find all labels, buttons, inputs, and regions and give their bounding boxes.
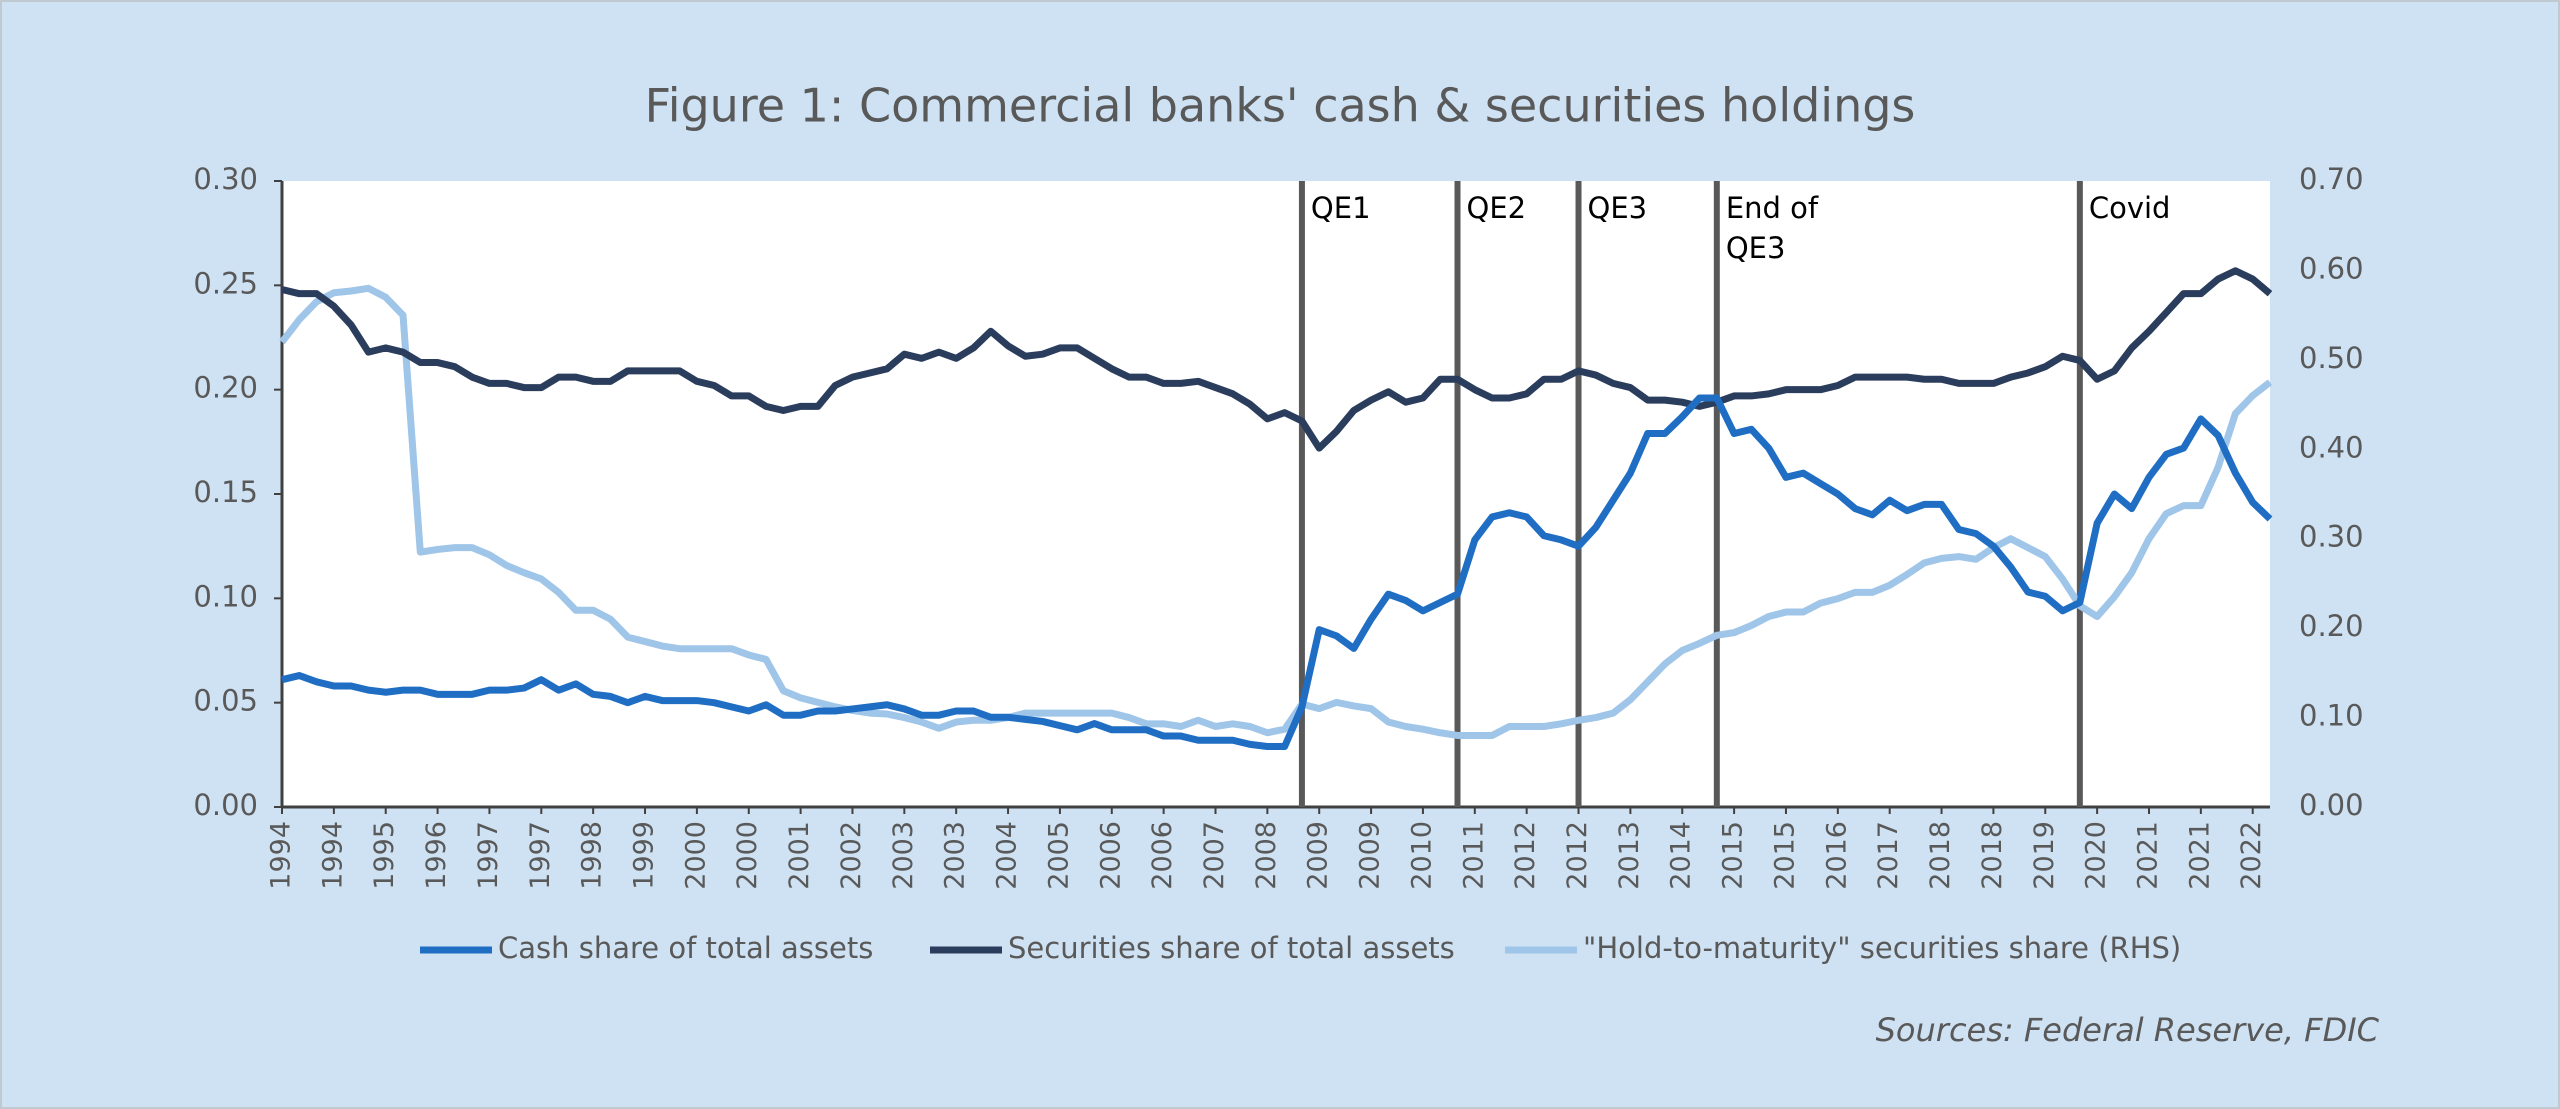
y2-tick-label: 0.40	[2299, 430, 2364, 464]
x-tick-label: 2022	[2236, 821, 2267, 890]
x-tick-label: 2012	[1562, 821, 1593, 890]
y2-tick-label: 0.70	[2299, 162, 2364, 196]
x-tick-label: 2003	[940, 821, 971, 890]
source-note: Sources: Federal Reserve, FDIC	[1876, 1011, 2380, 1049]
y2-tick-label: 0.50	[2299, 341, 2364, 375]
x-tick-label: 2014	[1666, 821, 1697, 890]
x-tick-label: 2009	[1303, 821, 1334, 890]
x-tick-label: 1995	[369, 821, 400, 890]
x-tick-label: 2021	[2184, 821, 2215, 890]
y2-tick-label: 0.10	[2299, 699, 2364, 733]
x-tick-label: 2011	[1458, 821, 1489, 890]
x-tick-label: 2013	[1614, 821, 1645, 890]
x-tick-label: 2012	[1510, 821, 1541, 890]
event-label: Covid	[2089, 191, 2171, 225]
event-label: QE2	[1467, 191, 1527, 225]
y-tick-label: 0.20	[193, 371, 258, 405]
x-tick-label: 2003	[888, 821, 919, 890]
event-label: End of	[1726, 191, 1819, 225]
event-label: QE3	[1588, 191, 1648, 225]
x-tick-label: 2002	[836, 821, 867, 890]
legend-label: "Hold-to-maturity" securities share (RHS…	[1583, 931, 2181, 965]
x-tick-label: 2015	[1718, 821, 1749, 890]
x-tick-label: 1998	[577, 821, 608, 890]
x-tick-label: 2015	[1769, 821, 1800, 890]
x-tick-label: 1997	[525, 821, 556, 890]
chart-title: Figure 1: Commercial banks' cash & secur…	[645, 79, 1916, 133]
x-tick-label: 2020	[2081, 821, 2112, 890]
event-label: QE3	[1726, 231, 1786, 265]
y2-tick-label: 0.30	[2299, 520, 2364, 554]
series-line	[279, 284, 2273, 739]
y2-tick-label: 0.20	[2299, 609, 2364, 643]
x-tick-label: 1997	[473, 821, 504, 890]
x-tick-label: 2004	[992, 821, 1023, 890]
x-tick-label: 1994	[317, 821, 348, 890]
y-tick-label: 0.25	[193, 266, 258, 300]
x-tick-label: 2016	[1821, 821, 1852, 890]
event-label: QE1	[1311, 191, 1371, 225]
x-tick-label: 2000	[680, 821, 711, 890]
x-tick-label: 2006	[1147, 821, 1178, 890]
x-tick-label: 2021	[2132, 821, 2163, 890]
x-tick-label: 2010	[1406, 821, 1437, 890]
y-tick-label: 0.00	[193, 788, 258, 822]
y2-tick-label: 0.60	[2299, 251, 2364, 285]
x-tick-label: 2018	[1925, 821, 1956, 890]
x-tick-label: 2008	[1251, 821, 1282, 890]
legend-label: Securities share of total assets	[1008, 931, 1455, 965]
series-line	[281, 267, 2273, 452]
x-tick-label: 2000	[732, 821, 763, 890]
x-tick-label: 2017	[1873, 821, 1904, 890]
x-tick-label: 1994	[266, 821, 297, 890]
x-tick-label: 2006	[1095, 821, 1126, 890]
y-tick-label: 0.05	[193, 684, 258, 718]
y-tick-label: 0.15	[193, 475, 258, 509]
x-tick-label: 2001	[784, 821, 815, 890]
y-tick-label: 0.10	[193, 579, 258, 613]
y-tick-label: 0.30	[193, 162, 258, 196]
x-tick-label: 2019	[2029, 821, 2060, 890]
x-tick-label: 2018	[1977, 821, 2008, 890]
legend-label: Cash share of total assets	[498, 931, 873, 965]
x-tick-label: 2007	[1199, 821, 1230, 890]
x-tick-label: 2005	[1043, 821, 1074, 890]
x-tick-label: 2009	[1355, 821, 1386, 890]
plot-area	[282, 181, 2270, 807]
series-line	[281, 394, 2273, 750]
x-tick-label: 1996	[421, 821, 452, 890]
y2-tick-label: 0.00	[2299, 788, 2364, 822]
x-tick-label: 1999	[629, 821, 660, 890]
